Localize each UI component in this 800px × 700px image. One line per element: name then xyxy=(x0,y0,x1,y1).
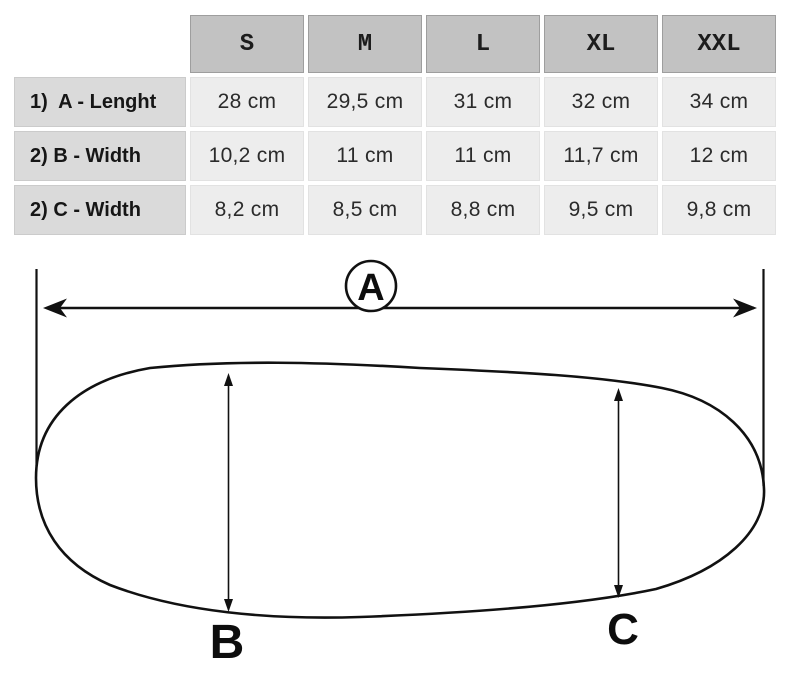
column-header-m: M xyxy=(308,15,422,73)
cell-a-xxl: 34 cm xyxy=(662,77,776,127)
cell-b-s: 10,2 cm xyxy=(190,131,304,181)
table-header-row: S M L XL XXL xyxy=(14,15,776,73)
dimension-b-top-arrowhead-icon xyxy=(224,373,233,386)
column-header-l: L xyxy=(426,15,540,73)
cell-b-xxl: 12 cm xyxy=(662,131,776,181)
cell-a-m: 29,5 cm xyxy=(308,77,422,127)
size-table: S M L XL XXL 1) A - Lenght 28 cm 29,5 cm… xyxy=(10,11,780,239)
cell-c-l: 8,8 cm xyxy=(426,185,540,235)
dimension-a-label: A xyxy=(357,267,384,309)
row-label-text: 1) A - Lenght xyxy=(30,90,157,113)
row-label-text: 2) C - Width xyxy=(30,198,141,221)
dimension-a-right-arrowhead-icon xyxy=(733,298,757,318)
column-header-xxl: XXL xyxy=(662,15,776,73)
row-label-a-length: 1) A - Lenght xyxy=(14,77,186,127)
cell-a-l: 31 cm xyxy=(426,77,540,127)
dimension-c-top-arrowhead-icon xyxy=(614,388,623,401)
cell-b-m: 11 cm xyxy=(308,131,422,181)
column-header-xl: XL xyxy=(544,15,658,73)
dimension-a-circle xyxy=(344,259,398,313)
cell-a-xl: 32 cm xyxy=(544,77,658,127)
cell-b-l: 11 cm xyxy=(426,131,540,181)
cell-c-xl: 9,5 cm xyxy=(544,185,658,235)
table-row: 2) B - Width 10,2 cm 11 cm 11 cm 11,7 cm… xyxy=(14,131,776,181)
dimension-b-bottom-arrowhead-icon xyxy=(224,599,233,612)
row-label-b-width: 2) B - Width xyxy=(14,131,186,181)
table-row: 2) C - Width 8,2 cm 8,5 cm 8,8 cm 9,5 cm… xyxy=(14,185,776,235)
dimension-c-bottom-arrowhead-icon xyxy=(614,585,623,598)
cell-a-s: 28 cm xyxy=(190,77,304,127)
dimension-a-left-arrowhead-icon xyxy=(43,298,67,318)
dimension-b-label: B xyxy=(210,616,245,669)
row-label-text: 2) B - Width xyxy=(30,144,141,167)
cell-c-s: 8,2 cm xyxy=(190,185,304,235)
cell-b-xl: 11,7 cm xyxy=(544,131,658,181)
cell-c-m: 8,5 cm xyxy=(308,185,422,235)
table-row: 1) A - Lenght 28 cm 29,5 cm 31 cm 32 cm … xyxy=(14,77,776,127)
column-header-s: S xyxy=(190,15,304,73)
row-label-c-width: 2) C - Width xyxy=(14,185,186,235)
dimension-c-label: C xyxy=(607,605,639,654)
cell-c-xxl: 9,8 cm xyxy=(662,185,776,235)
insole-outline xyxy=(34,361,766,619)
